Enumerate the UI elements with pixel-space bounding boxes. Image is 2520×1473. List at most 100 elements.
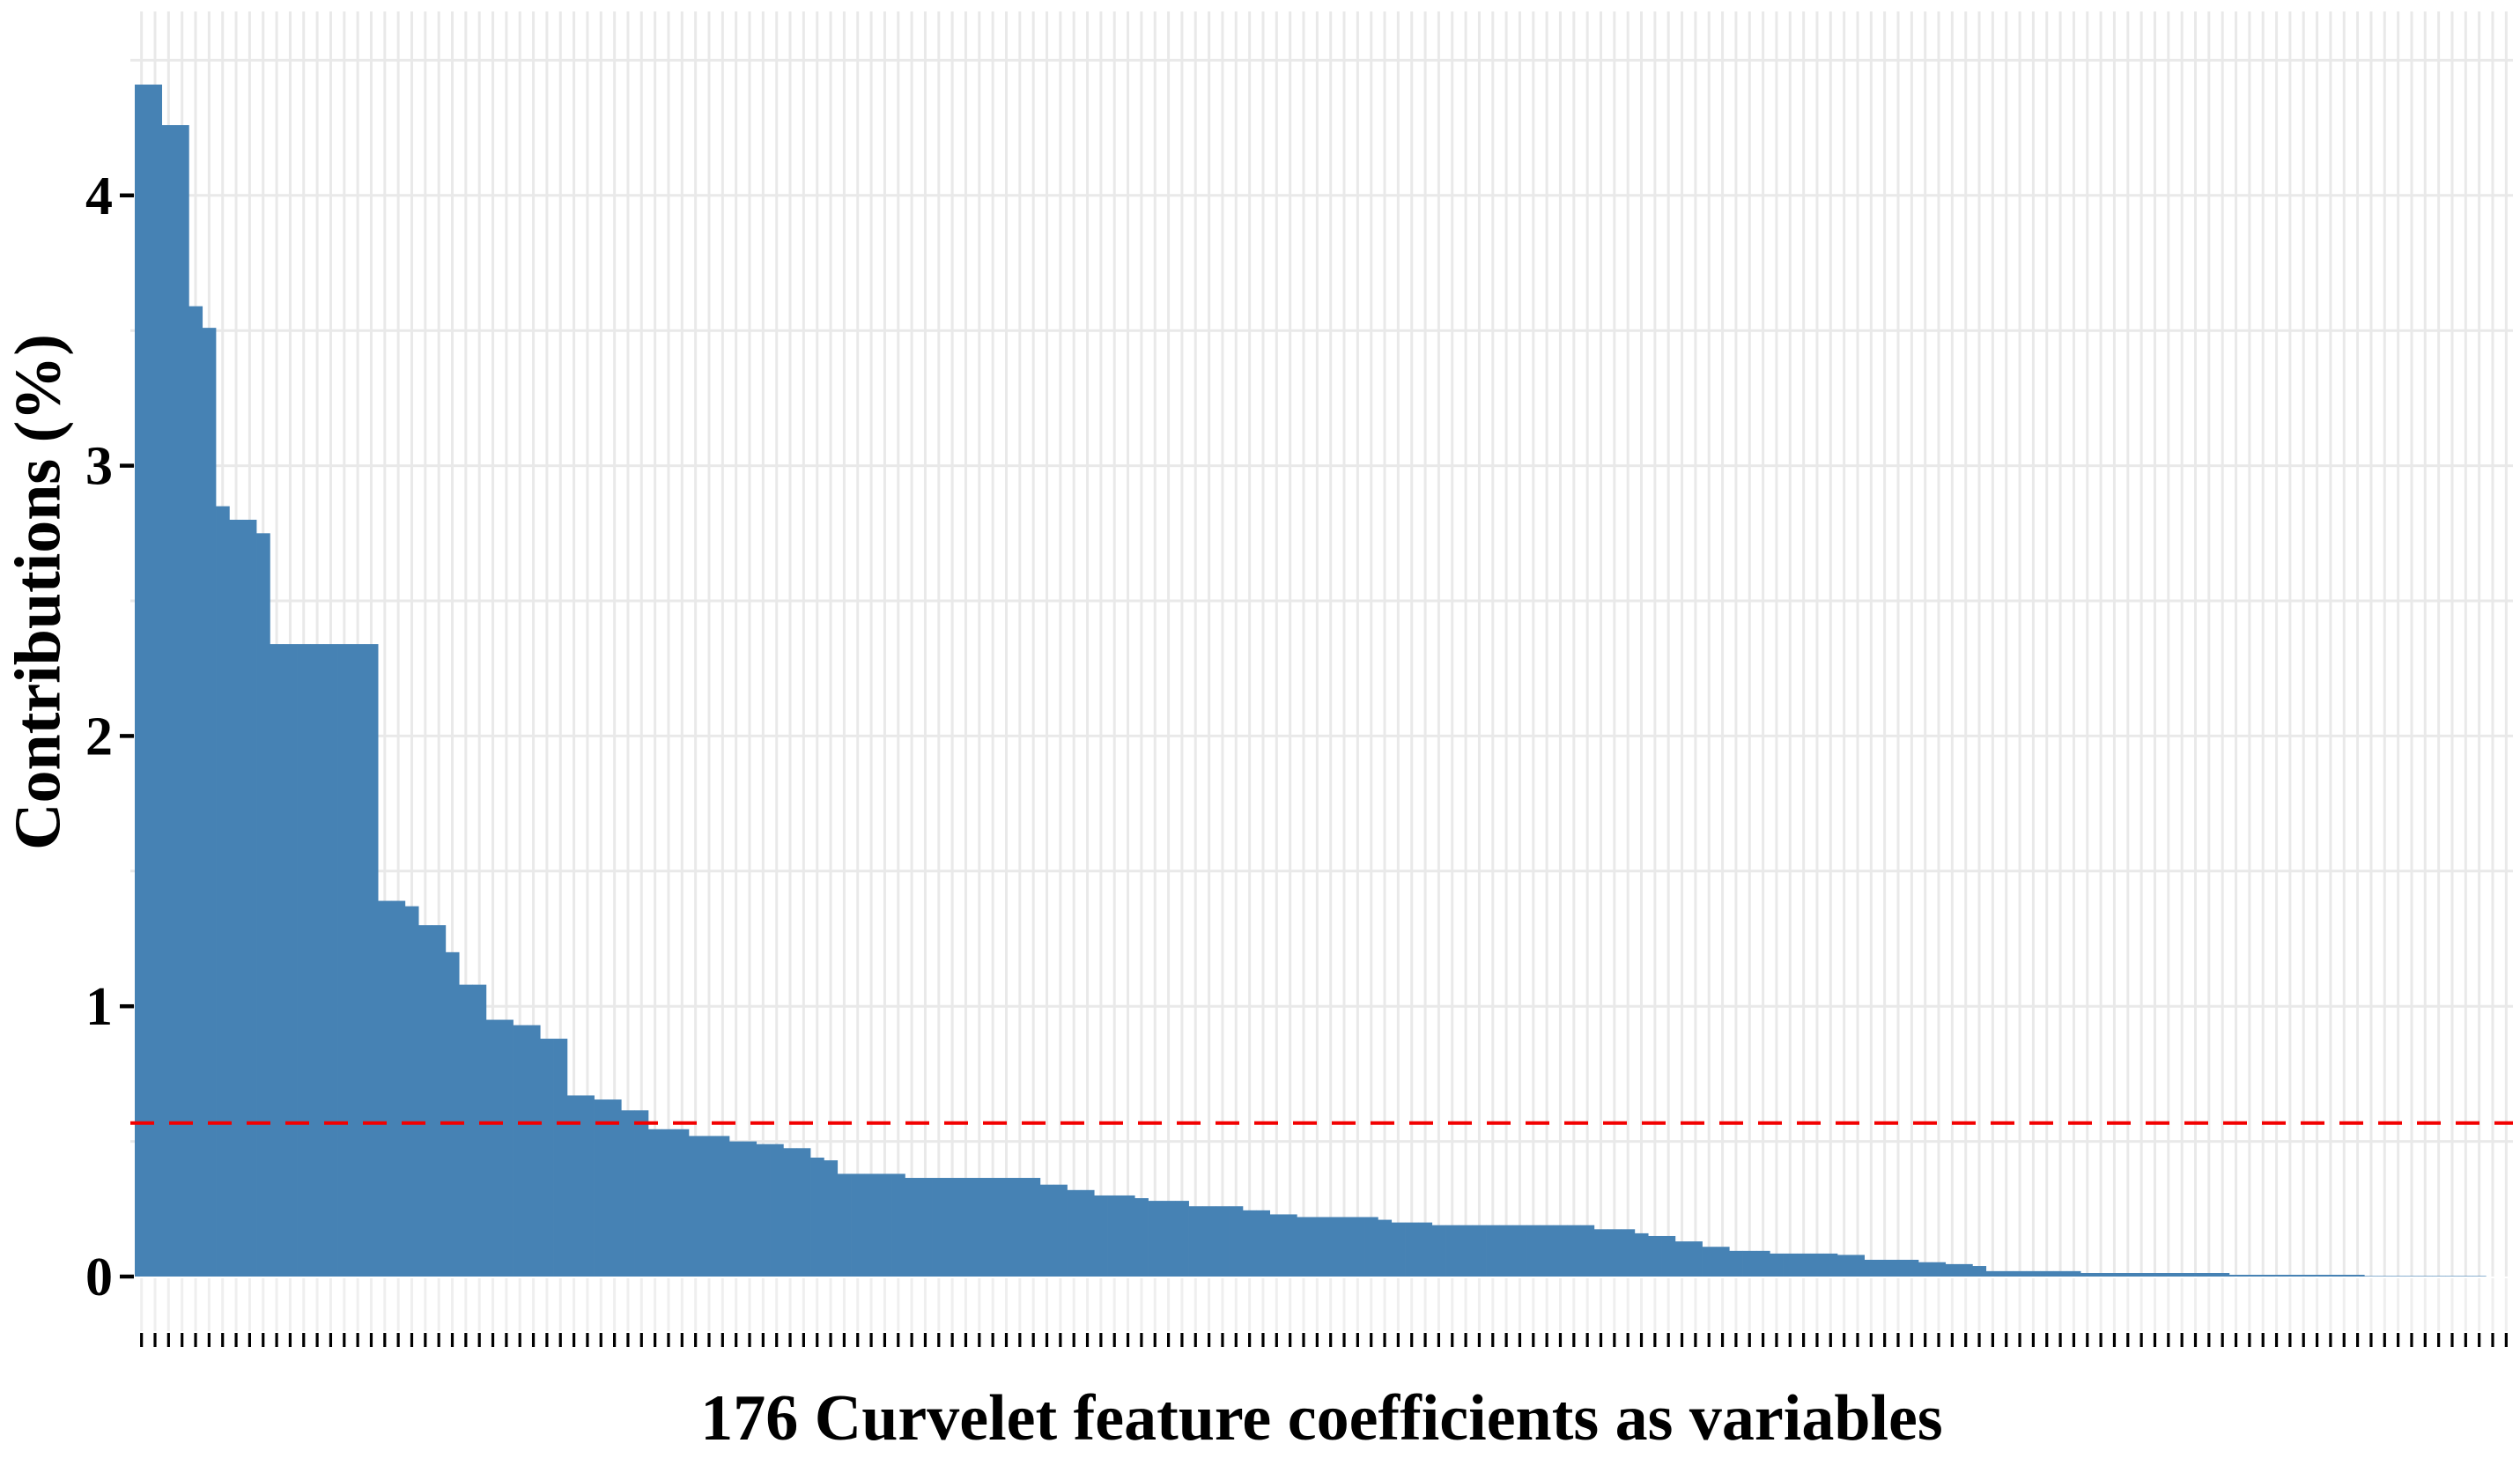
bar <box>1972 1266 1987 1277</box>
bar <box>972 1178 987 1277</box>
bar <box>2053 1270 2068 1277</box>
bar <box>1053 1184 1068 1277</box>
bar <box>2121 1273 2135 1277</box>
bar <box>796 1148 811 1277</box>
bar <box>1864 1259 1879 1277</box>
bar <box>2175 1273 2190 1277</box>
bar <box>891 1173 905 1277</box>
bar <box>283 644 298 1277</box>
bar <box>958 1178 973 1277</box>
y-tick-label: 4 <box>85 167 113 226</box>
bar <box>607 1099 622 1277</box>
bar <box>729 1141 743 1277</box>
bar <box>1229 1206 1244 1277</box>
bar <box>2013 1270 2028 1277</box>
bar <box>1094 1195 1108 1277</box>
bar <box>1188 1206 1203 1277</box>
bar <box>1742 1250 1757 1277</box>
bar <box>202 328 217 1277</box>
bar <box>364 644 379 1277</box>
bar <box>945 1178 960 1277</box>
bar <box>1418 1222 1433 1277</box>
bar <box>2256 1275 2271 1277</box>
bar <box>310 644 325 1277</box>
bar <box>743 1141 757 1277</box>
bar <box>2431 1276 2446 1277</box>
bar <box>1175 1201 1189 1277</box>
bar <box>1851 1255 1865 1277</box>
x-axis-label: 176 Curvelet feature coefficients as var… <box>700 1382 1943 1454</box>
bar <box>148 85 163 1277</box>
bar <box>824 1160 839 1277</box>
bar <box>2391 1276 2405 1277</box>
bar <box>1337 1217 1352 1277</box>
bar <box>432 925 447 1277</box>
bar <box>1810 1253 1824 1277</box>
y-tick-label: 1 <box>85 977 113 1037</box>
bar <box>2445 1276 2459 1277</box>
bar <box>1459 1225 1474 1277</box>
bar <box>1567 1225 1581 1277</box>
bar <box>2040 1270 2054 1277</box>
bar <box>2309 1275 2324 1277</box>
bar <box>783 1148 798 1277</box>
bar <box>1391 1222 1406 1277</box>
bar <box>1729 1250 1743 1277</box>
bar <box>2269 1275 2284 1277</box>
bar <box>1553 1225 1568 1277</box>
bar <box>1674 1241 1689 1277</box>
bar <box>1540 1225 1555 1277</box>
bar <box>1918 1262 1932 1277</box>
bar <box>837 1173 852 1277</box>
bar <box>594 1099 609 1277</box>
bar <box>2094 1273 2109 1277</box>
bar <box>161 125 176 1277</box>
bar <box>2188 1273 2203 1277</box>
bar <box>1310 1217 1325 1277</box>
bar <box>499 1019 514 1277</box>
bar <box>1755 1250 1770 1277</box>
bar <box>2337 1275 2352 1277</box>
bar <box>2405 1276 2419 1277</box>
bar <box>351 644 366 1277</box>
bar <box>323 644 338 1277</box>
bar <box>756 1144 771 1277</box>
bar <box>513 1025 528 1277</box>
bar <box>2162 1273 2176 1277</box>
bar <box>553 1039 568 1277</box>
bar <box>1985 1270 2000 1277</box>
bar <box>2324 1275 2338 1277</box>
bar <box>688 1136 703 1277</box>
y-tick-label: 0 <box>85 1247 113 1307</box>
bar <box>580 1095 595 1277</box>
bar <box>229 519 244 1277</box>
bar <box>1216 1206 1230 1277</box>
bar <box>675 1129 690 1277</box>
bar <box>1648 1235 1662 1277</box>
bar <box>566 1095 581 1277</box>
bar <box>1702 1247 1717 1277</box>
bar <box>1445 1225 1460 1277</box>
bar <box>188 306 203 1277</box>
bar <box>932 1178 946 1277</box>
bar <box>621 1110 635 1277</box>
bar <box>242 519 257 1277</box>
bar <box>1148 1201 1163 1277</box>
bar <box>1269 1214 1284 1277</box>
bar <box>2228 1275 2243 1277</box>
bar <box>459 984 473 1277</box>
bar <box>2418 1276 2433 1277</box>
bar <box>2134 1273 2149 1277</box>
bar <box>2080 1273 2095 1277</box>
bar <box>1026 1178 1041 1277</box>
bar <box>1621 1229 1636 1277</box>
bar <box>877 1173 892 1277</box>
bar <box>175 125 189 1277</box>
bar <box>999 1178 1014 1277</box>
bar <box>1715 1247 1730 1277</box>
bar <box>1297 1217 1312 1277</box>
bar <box>1891 1259 1906 1277</box>
bar <box>1999 1270 2014 1277</box>
bar <box>2364 1276 2378 1277</box>
